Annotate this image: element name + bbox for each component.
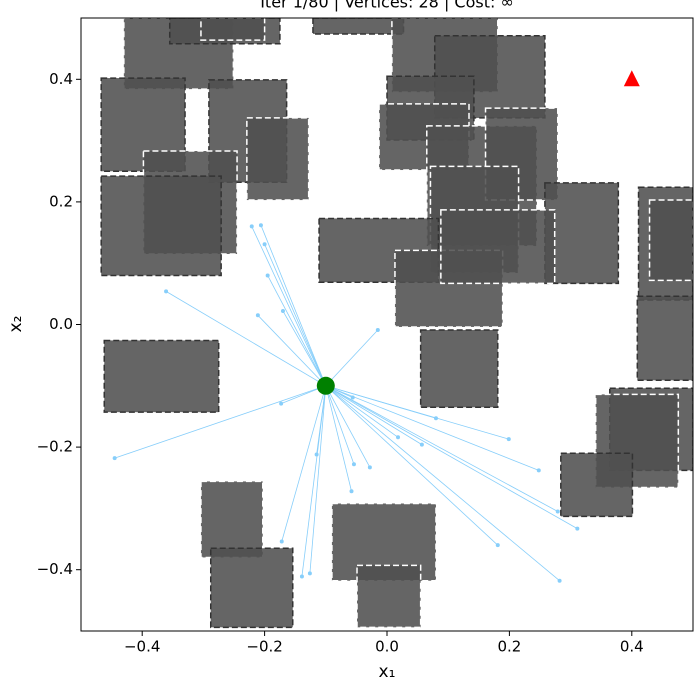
- tree-node: [575, 526, 580, 531]
- tree-node: [307, 571, 312, 576]
- plot-area: [100, 18, 693, 629]
- tree-node: [555, 509, 560, 514]
- tree-edge: [309, 385, 327, 574]
- tree-node: [536, 468, 541, 473]
- y-tick-label: 0.0: [49, 315, 73, 333]
- tree-edge: [114, 385, 326, 459]
- obstacle: [560, 452, 634, 518]
- tree-node: [249, 224, 254, 229]
- tree-edge: [301, 385, 327, 577]
- chart-title: Iter 1/80 | Vertices: 28 | Cost: ∞: [260, 0, 514, 12]
- tree-edge: [325, 385, 352, 492]
- tree-edge: [260, 225, 327, 386]
- tree-edge: [325, 385, 355, 465]
- obstacle: [648, 199, 693, 282]
- tree-node: [557, 578, 562, 583]
- tree-edge: [264, 244, 327, 386]
- tree-node: [314, 452, 319, 457]
- obstacle: [312, 18, 405, 35]
- x-tick-label: 0.0: [375, 638, 399, 656]
- obstacle: [356, 564, 422, 629]
- y-tick-label: −0.4: [37, 560, 73, 578]
- obstacle: [103, 339, 220, 413]
- tree-node: [367, 465, 372, 470]
- tree-node: [396, 435, 401, 440]
- x-tick-label: 0.4: [620, 638, 644, 656]
- tree-node: [299, 574, 304, 579]
- tree-edge: [325, 385, 578, 529]
- tree-node: [506, 437, 511, 442]
- tree-node: [112, 456, 117, 461]
- obstacle: [544, 182, 620, 285]
- tree-node: [280, 309, 285, 314]
- obstacle: [419, 329, 499, 409]
- x-axis-label: x₁: [379, 662, 396, 682]
- start-point: [316, 376, 335, 395]
- obstacle: [636, 295, 693, 382]
- obstacle: [209, 547, 294, 629]
- tree-node: [262, 242, 267, 247]
- tree-node: [258, 223, 263, 228]
- tree-edge: [325, 385, 423, 445]
- tree-node: [279, 401, 284, 406]
- y-axis-label: x₂: [6, 316, 26, 333]
- obstacle: [440, 209, 556, 285]
- tree-node: [255, 313, 260, 318]
- obstacle: [100, 175, 222, 277]
- x-tick-label: 0.2: [497, 638, 521, 656]
- tree-edge: [325, 385, 558, 512]
- y-tick-label: 0.4: [49, 70, 73, 88]
- tree-node: [279, 539, 284, 544]
- x-tick-label: −0.4: [124, 638, 160, 656]
- tree-edge: [325, 329, 379, 387]
- tree-edge: [282, 310, 327, 386]
- tree-edge: [325, 385, 499, 546]
- tree-edge: [325, 385, 509, 440]
- goal-point: [623, 70, 640, 87]
- tree-node: [375, 328, 380, 333]
- y-tick-label: 0.2: [49, 192, 73, 210]
- tree-edge: [325, 385, 399, 438]
- tree-edge: [325, 385, 539, 471]
- tree-edge: [325, 385, 371, 468]
- tree-node: [265, 273, 270, 278]
- tree-edge: [257, 315, 327, 387]
- tree-node: [419, 442, 424, 447]
- obstacle: [200, 480, 264, 559]
- tree-node: [349, 489, 354, 494]
- obstacle: [200, 18, 266, 41]
- tree-edge: [267, 275, 327, 386]
- obstacle: [246, 117, 310, 201]
- y-tick-label: −0.2: [37, 438, 73, 456]
- tree-node: [351, 462, 356, 467]
- tree-edge: [325, 385, 560, 582]
- tree-edge: [281, 385, 327, 542]
- tree-node: [164, 289, 169, 294]
- tree-edge: [165, 291, 327, 387]
- tree-edge: [251, 226, 327, 386]
- x-tick-label: −0.2: [246, 638, 282, 656]
- tree-node: [495, 543, 500, 548]
